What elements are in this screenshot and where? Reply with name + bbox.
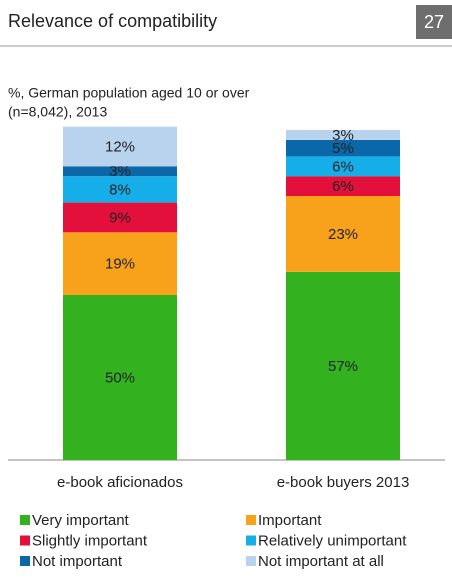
bar-segment — [286, 156, 400, 177]
x-tick-label: e-book buyers 2013 — [277, 474, 410, 491]
bar-segment — [286, 130, 400, 140]
data-label: 9% — [109, 209, 131, 226]
bar-segment — [286, 139, 400, 157]
bar-segment — [63, 176, 177, 203]
data-label: 23% — [328, 226, 358, 243]
data-label: 8% — [109, 181, 131, 198]
legend-label: Important — [258, 512, 322, 529]
subtitle: (n=8,042), 2013 — [8, 104, 107, 120]
legend-swatch — [20, 556, 30, 566]
legend-swatch — [20, 515, 30, 525]
bar-segment — [63, 295, 177, 460]
data-label: 3% — [332, 127, 354, 144]
data-label: 50% — [105, 369, 135, 386]
bar-segment — [63, 232, 177, 295]
legend-label: Relatively unimportant — [258, 532, 407, 549]
legend-swatch — [246, 535, 256, 546]
bar-segment — [63, 202, 177, 233]
legend-swatch — [246, 515, 256, 525]
data-label: 3% — [109, 163, 131, 180]
legend-swatch — [20, 535, 30, 546]
data-label: 19% — [105, 256, 135, 273]
data-label: 5% — [332, 140, 354, 157]
legend-label: Slightly important — [32, 532, 148, 549]
page-number-box — [416, 5, 452, 39]
legend-label: Very important — [32, 512, 130, 529]
bar-segment — [63, 166, 177, 177]
chart-title: Relevance of compatibility — [8, 11, 217, 31]
subtitle: %, German population aged 10 or over — [8, 85, 250, 101]
bar-segment — [286, 271, 400, 460]
bar-segment — [286, 196, 400, 272]
bar-segment — [63, 126, 177, 167]
data-label: 6% — [332, 158, 354, 175]
data-label: 57% — [328, 358, 358, 375]
bar-segment — [286, 176, 400, 196]
page-number: 27 — [424, 12, 444, 32]
data-label: 12% — [105, 138, 135, 155]
legend-label: Not important — [32, 553, 123, 570]
legend-label: Not important at all — [258, 553, 384, 570]
data-label: 6% — [332, 178, 354, 195]
legend-swatch — [246, 556, 256, 566]
x-tick-label: e-book aficionados — [57, 474, 183, 491]
